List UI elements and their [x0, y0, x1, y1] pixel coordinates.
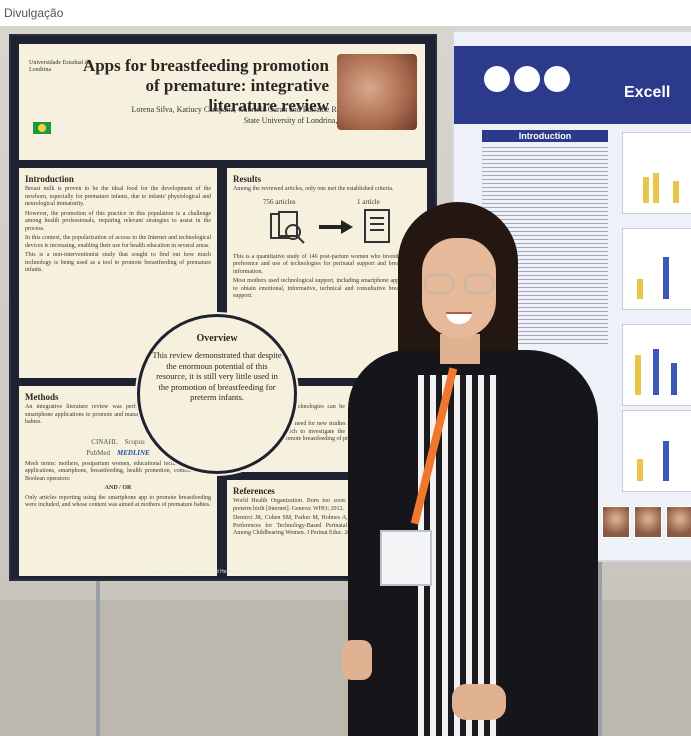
poster-stand-post [96, 578, 100, 736]
section-heading: References [233, 486, 275, 496]
reference-item: Demirci JR, Cohen SM, Parker M, Holmes A… [233, 515, 421, 536]
paragraph: However, the promotion of this practice … [25, 210, 211, 232]
heart-icon [484, 66, 510, 92]
chart-bar [663, 441, 669, 481]
database-logo: PubMed [86, 448, 111, 457]
right-poster-header: Excell [454, 46, 691, 124]
authors-line: Lorena Silva, Katiucy Campana, Gabriela … [131, 105, 360, 114]
chart-bar [671, 363, 677, 395]
section-heading: Methods [25, 392, 59, 402]
left-poster: Universidade Estadual de Londrina Apps f… [9, 34, 437, 581]
medical-icon [544, 66, 570, 92]
chart-bar [653, 173, 659, 203]
chart-bar [663, 257, 669, 299]
database-logo: Scopus [124, 437, 145, 446]
chart-bar [637, 459, 643, 481]
section-heading: Results [233, 174, 262, 184]
breastfeeding-photo [337, 54, 417, 130]
chart-bar [635, 355, 641, 395]
chart-bar [643, 177, 649, 203]
author-photo [634, 506, 662, 538]
paragraph: Mesh terms: mothers, postpartum women, e… [25, 460, 211, 482]
brazil-flag-icon [33, 122, 51, 134]
count-from-label: 756 articles [263, 197, 296, 206]
university-logo: Universidade Estadual de Londrina [29, 60, 91, 73]
right-poster-title: Excell [624, 84, 671, 101]
author-photo [666, 506, 691, 538]
paragraph: An integrative literature review was per… [25, 404, 211, 425]
count-to-label: 1 article [357, 197, 380, 206]
database-logo: MEDLINE [117, 448, 150, 457]
section-heading: Introduction [25, 174, 74, 184]
right-poster-chart [622, 324, 691, 406]
chart-bar [637, 279, 643, 299]
chart-bar [653, 349, 659, 395]
institution-line: State University of Londrina, Brazil [243, 116, 359, 125]
paragraph: Among the reviewed articles, only one me… [233, 186, 394, 192]
right-poster-chart [622, 410, 691, 492]
poster-authors: Lorena Silva, Katiucy Campana, Gabriela … [119, 104, 360, 126]
boolean-operators: AND / OR [104, 485, 132, 491]
presenter [330, 200, 610, 736]
poster-footer: 9th World Congress on Nursing and Health… [139, 569, 305, 575]
glasses [424, 274, 496, 296]
paragraph: In this context, the popularization of a… [25, 235, 211, 249]
paragraph: This is a quantitative study of 146 post… [233, 253, 421, 275]
database-logo: CINAHL [91, 437, 118, 446]
right-poster-chart [622, 228, 691, 310]
overview-circle: Overview This review demonstrated that d… [137, 314, 297, 474]
photo-credit: Divulgação [0, 0, 691, 26]
introduction-section: Introduction Breast milk is proven to be… [19, 168, 217, 378]
reference-item: World Health Organization. Born too soon… [233, 498, 421, 512]
chart-bar [673, 181, 679, 203]
database-logos: CINAHL Scopus PubMed MEDLINE [25, 437, 211, 459]
paragraph: This is a non-interventionist study that… [25, 252, 211, 273]
neck [440, 334, 480, 364]
arrow-right-icon [319, 219, 353, 234]
right-poster-chart [622, 132, 691, 214]
paragraph: Breast milk is proven to be the ideal fo… [25, 186, 211, 207]
overview-text: This review demonstrated that despite th… [152, 350, 282, 402]
paragraph: Only articles reporting using the smartp… [25, 494, 211, 509]
smile [446, 312, 472, 324]
author-photo [602, 506, 630, 538]
poster-title: Apps for breastfeeding promotion of prem… [82, 56, 329, 115]
name-badge [380, 530, 432, 586]
paragraph: Most mothers used technological support,… [233, 278, 421, 299]
paragraph: This review revealed the need for new st… [233, 421, 421, 442]
right-poster-intro-heading: Introduction [482, 130, 608, 142]
left-hand [342, 640, 372, 680]
overview-heading: Overview [196, 333, 238, 344]
poster-stand-post [598, 558, 602, 736]
poster-header: Universidade Estadual de Londrina Apps f… [19, 44, 425, 160]
document-icon [364, 208, 390, 243]
right-hand [452, 684, 506, 720]
documents-search-icon [270, 210, 305, 244]
lungs-icon [514, 66, 540, 92]
